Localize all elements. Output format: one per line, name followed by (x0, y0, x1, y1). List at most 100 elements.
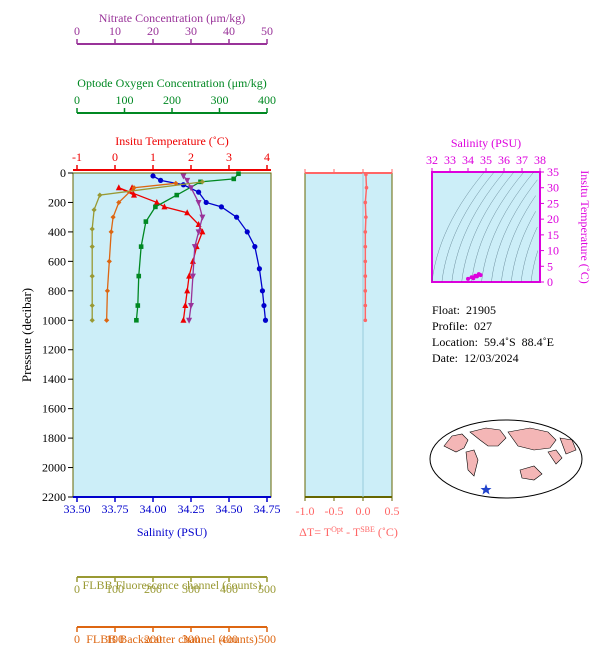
pressure-tick-label: 2000 (42, 461, 66, 475)
pressure-tick-label: 600 (48, 254, 66, 268)
nitrate-tick-label: 40 (223, 24, 235, 38)
data-marker (174, 192, 180, 198)
density-contour (482, 172, 534, 282)
fluorescence-tick-label: 0 (74, 582, 80, 596)
pressure-tick-label: 1800 (42, 431, 66, 445)
data-marker (104, 288, 110, 294)
nitrate-axis: 0 10 20 30 40 50 Nitrate Concentration (μm/kg) (74, 11, 273, 45)
fluorescence-tick-label: 400 (220, 582, 238, 596)
delta-t-point (363, 274, 368, 278)
pressure-tick-label: 1000 (42, 313, 66, 327)
density-contour (452, 172, 504, 282)
data-marker (89, 273, 95, 279)
density-contour (432, 172, 484, 282)
delta-t-point (364, 172, 368, 177)
fluorescence-tick-label: 200 (144, 582, 162, 596)
delta-t-point (363, 200, 368, 205)
backscatter-tick-label: 500 (258, 632, 276, 646)
data-marker (195, 229, 202, 236)
ts-temperature-tick-label: 25 (547, 196, 559, 210)
pressure-tick-label: 2200 (42, 490, 66, 504)
backscatter-tick-label: 0 (74, 632, 80, 646)
backscatter-axis-title: FLBB Backscatter channel (counts) (86, 632, 258, 646)
pressure-tick-label: 1200 (42, 343, 66, 357)
ts-salinity-tick-label: 35 (480, 153, 492, 167)
oxygen-axis: 0 100 200 300 400 Optode Oxygen Concentration… (74, 76, 276, 114)
ts-salinity-tick-label: 33 (444, 153, 456, 167)
ts-temperature-tick-label: 15 (547, 228, 559, 242)
data-marker (252, 244, 258, 250)
delta-t-point (363, 303, 368, 308)
temperature-axis: -1 0 1 2 3 4 Insitu Temperature (˚C) (72, 134, 271, 171)
data-marker (104, 317, 110, 323)
temperature-tick-label: 0 (112, 150, 118, 164)
oxygen-axis-title: Optode Oxygen Concentration (μm/kg) (77, 76, 266, 90)
data-marker (108, 229, 114, 235)
delta-t-tick-label: 0.0 (356, 504, 371, 518)
fluorescence-tick-label: 300 (182, 582, 200, 596)
data-marker (188, 303, 194, 310)
ts-salinity-tick-label: 38 (534, 153, 546, 167)
profile-axes: 0200400600800100012001400160018002000220… (19, 11, 281, 646)
oxygen-tick-label: 200 (163, 93, 181, 107)
temperature-tick-label: 4 (264, 150, 270, 164)
fluorescence-axis-title: FLBB Fluorescence channel (counts) (83, 578, 262, 592)
temperature-tick-label: 3 (226, 150, 232, 164)
oxygen-tick-label: 300 (211, 93, 229, 107)
data-marker (89, 317, 95, 323)
ts-temperature-tick-label: 30 (547, 181, 559, 195)
delta-t-tick-label: -1.0 (296, 504, 315, 518)
data-marker (153, 204, 158, 210)
backscatter-tick-label: 200 (144, 632, 162, 646)
density-contour (521, 227, 537, 282)
ts-plot-area (431, 171, 541, 283)
data-marker (106, 258, 112, 264)
salinity-tick-label: 34.50 (216, 502, 243, 516)
pressure-tick-label: 800 (48, 284, 66, 298)
delta-t-point (364, 215, 368, 219)
delta-t-point (363, 259, 368, 264)
data-marker (115, 184, 122, 191)
delta-t-point (363, 244, 368, 249)
data-marker (135, 303, 141, 308)
data-marker (161, 203, 168, 210)
data-marker (91, 207, 97, 213)
data-marker (97, 192, 103, 198)
delta-t-axis-title: ΔT= TOpt - TSBE (˚C) (299, 525, 398, 540)
nitrate-tick-label: 10 (109, 24, 121, 38)
density-contour (462, 172, 514, 282)
fluorescence-tick-label: 500 (258, 582, 276, 596)
salinity-axis-title: Salinity (PSU) (137, 525, 207, 539)
backscatter-tick-label: 300 (182, 632, 200, 646)
data-marker (261, 302, 267, 309)
profile-number: Profile: 027 (432, 319, 492, 333)
salinity-tick-label: 34.75 (254, 502, 281, 516)
ts-point (478, 273, 483, 278)
oxygen-tick-label: 100 (116, 93, 134, 107)
data-marker (116, 199, 122, 206)
data-marker (186, 272, 193, 279)
data-marker (89, 244, 95, 250)
salinity-tick-label: 33.50 (64, 502, 91, 516)
ts-salinity-tick-label: 34 (462, 153, 474, 167)
float-position-marker (480, 484, 492, 495)
data-marker (89, 302, 95, 309)
density-contour (491, 180, 537, 282)
data-marker (244, 229, 250, 235)
data-marker (150, 173, 156, 179)
data-marker (136, 273, 142, 279)
data-marker (262, 317, 269, 323)
data-marker (189, 273, 196, 280)
map-landmass (465, 449, 479, 477)
pressure-tick-label: 1600 (42, 402, 66, 416)
map-landmass (443, 433, 469, 453)
pressure-tick-label: 200 (48, 195, 66, 209)
backscatter-tick-label: 100 (106, 632, 124, 646)
backscatter-tick-label: 400 (220, 632, 238, 646)
delta-t-axes: -1.0 -0.5 0.0 0.5 ΔT= TOpt - TSBE (˚C) (296, 169, 400, 539)
nitrate-axis-title: Nitrate Concentration (μm/kg) (99, 11, 245, 25)
density-contours (432, 172, 538, 282)
